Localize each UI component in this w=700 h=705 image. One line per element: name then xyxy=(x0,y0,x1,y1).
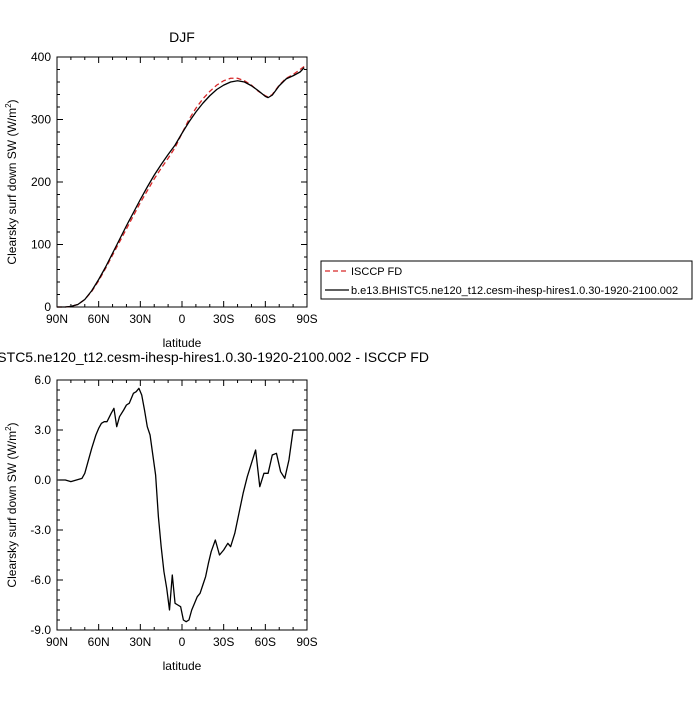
bottom-panel-series-line-0 xyxy=(58,387,306,623)
legend: ISCCP FD b.e13.BHISTC5.ne120_t12.cesm-ih… xyxy=(320,260,693,300)
top-panel-frame xyxy=(56,56,308,308)
top-panel-x-tick-label: 60N xyxy=(88,312,110,326)
bottom-panel-series xyxy=(58,387,306,623)
top-panel-series xyxy=(57,65,305,308)
bottom-panel-y-axis-label: Clearsky surf down SW (W/m2) xyxy=(4,422,19,587)
bottom-panel-y-tick-label: 3.0 xyxy=(34,423,51,437)
bottom-panel-y-tick-label: -3.0 xyxy=(30,523,51,537)
top-panel-x-tick-label: 60S xyxy=(255,312,276,326)
legend-label-model: b.e13.BHISTC5.ne120_t12.cesm-ihesp-hires… xyxy=(351,285,678,297)
bottom-panel-x-tick-labels: 90N 60N 30N 0 30S 60S 90S xyxy=(46,635,318,649)
bottom-panel-y-tick-labels: -9.0 -6.0 -3.0 0.0 3.0 6.0 xyxy=(30,373,51,637)
top-panel-y-axis-label-end: ) xyxy=(5,99,19,103)
bottom-panel-y-tick-label: -9.0 xyxy=(30,623,51,637)
bottom-panel-x-tick-label: 0 xyxy=(179,635,186,649)
bottom-panel-x-tick-label: 90S xyxy=(296,635,317,649)
bottom-panel: b.e13.BHISTC5.ne120_t12.cesm-ihesp-hires… xyxy=(0,349,429,673)
top-panel-x-tick-labels: 90N 60N 30N 0 30S 60S 90S xyxy=(46,312,318,326)
bottom-panel-title: b.e13.BHISTC5.ne120_t12.cesm-ihesp-hires… xyxy=(0,349,429,365)
top-panel-y-tick-label: 400 xyxy=(31,50,51,64)
legend-box xyxy=(320,260,693,300)
bottom-panel-x-tick-label: 60S xyxy=(255,635,276,649)
top-panel-series-line-0 xyxy=(57,65,305,308)
bottom-panel-y-axis-label-sup: 2 xyxy=(4,426,13,431)
top-panel-y-axis-label-sup: 2 xyxy=(4,103,13,108)
top-panel-x-axis-label: latitude xyxy=(163,336,202,350)
top-panel-y-tick-label: 200 xyxy=(31,175,51,189)
top-panel-y-tick-label: 300 xyxy=(31,113,51,127)
bottom-panel-y-axis-label-main: Clearsky surf down SW (W/m xyxy=(5,431,19,588)
legend-label-isccp: ISCCP FD xyxy=(351,266,402,278)
bottom-panel-x-axis-label: latitude xyxy=(163,659,202,673)
top-panel-y-axis-label: Clearsky surf down SW (W/m2) xyxy=(4,99,19,264)
bottom-panel-x-tick-label: 90N xyxy=(46,635,68,649)
bottom-panel-frame xyxy=(56,379,308,631)
bottom-panel-ticks xyxy=(56,379,308,631)
top-panel-y-tick-labels: 0 100 200 300 400 xyxy=(31,50,51,314)
top-panel-x-tick-label: 30S xyxy=(213,312,234,326)
top-panel-series-line-1 xyxy=(57,67,305,308)
bottom-panel-x-tick-label: 30S xyxy=(213,635,234,649)
top-panel: DJF 90N 60N 30N 0 30S 60S 90S 0 100 200 300 400 la… xyxy=(4,29,318,350)
top-panel-x-tick-label: 90N xyxy=(46,312,68,326)
top-panel-y-tick-label: 100 xyxy=(31,238,51,252)
top-panel-title: DJF xyxy=(169,29,195,45)
bottom-panel-y-tick-label: -6.0 xyxy=(30,573,51,587)
bottom-panel-y-tick-label: 6.0 xyxy=(34,373,51,387)
top-panel-y-tick-label: 0 xyxy=(44,300,51,314)
top-panel-ticks xyxy=(56,56,308,308)
bottom-panel-y-axis-label-end: ) xyxy=(5,422,19,426)
top-panel-x-tick-label: 0 xyxy=(179,312,186,326)
top-panel-x-tick-label: 90S xyxy=(296,312,317,326)
top-panel-x-tick-label: 30N xyxy=(129,312,151,326)
bottom-panel-x-tick-label: 60N xyxy=(88,635,110,649)
bottom-panel-y-tick-label: 0.0 xyxy=(34,473,51,487)
bottom-panel-x-tick-label: 30N xyxy=(129,635,151,649)
top-panel-y-axis-label-main: Clearsky surf down SW (W/m xyxy=(5,108,19,265)
